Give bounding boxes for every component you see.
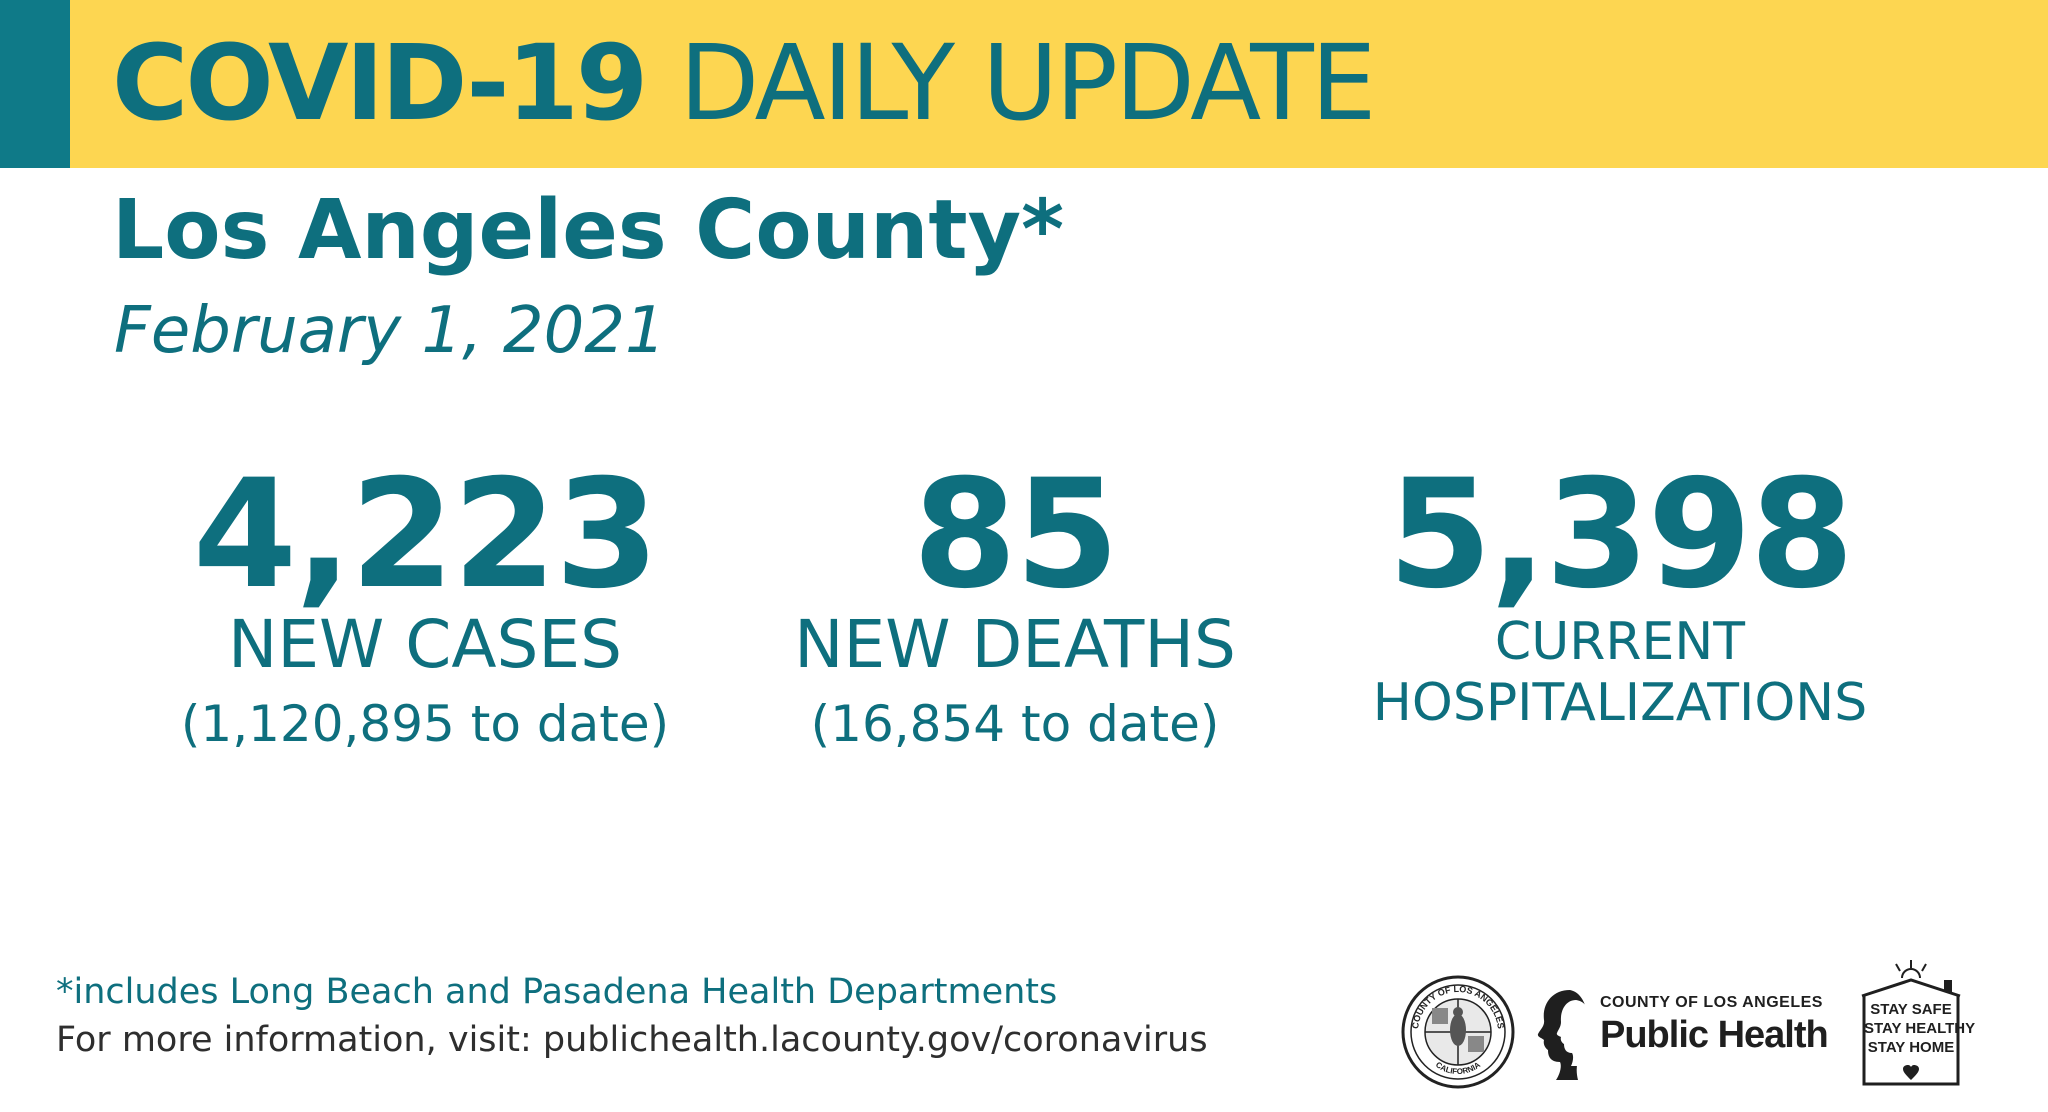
hospitalizations-value: 5,398 [1387,448,1854,622]
new-deaths-value: 85 [912,448,1120,622]
more-info-text: For more information, visit: publichealt… [56,1020,1208,1060]
hospitalizations-stat: 5,398 CURRENT HOSPITALIZATIONS [1330,460,1910,732]
stay-safe-line3: STAY HOME [1867,1039,1955,1056]
title-banner: COVID-19 DAILY UPDATE [0,0,2048,168]
public-health-logo: COUNTY OF LOS ANGELES Public Health [1530,982,1830,1082]
stay-safe-line2: STAY HEALTHY [1864,1020,1976,1037]
county-seal-icon: COUNTY OF LOS ANGELES CALIFORNIA [1400,974,1516,1090]
stay-safe-text: STAY SAFE STAY HEALTHY STAY HOME [1864,1000,1976,1057]
banner-title-strong: COVID-19 [112,22,648,144]
deaths-to-date: (16,854 to date) [810,695,1220,754]
footnote: *includes Long Beach and Pasadena Health… [56,972,1058,1012]
banner-accent-bar [0,0,70,168]
banner-title-light: DAILY UPDATE [679,22,1376,144]
stay-safe-logo: STAY SAFE STAY HEALTHY STAY HOME [1856,958,1976,1088]
new-cases-label: NEW CASES [227,606,623,683]
new-deaths-label: NEW DEATHS [794,606,1236,683]
hospitalizations-label-line1: CURRENT [1494,612,1746,672]
cases-to-date: (1,120,895 to date) [180,695,670,754]
new-deaths-stat: 85 NEW DEATHS (16,854 to date) [745,460,1285,752]
county-heading: Los Angeles County* [112,183,1064,278]
banner-title: COVID-19 DAILY UPDATE [112,18,1376,148]
public-health-heads-icon [1537,990,1593,1080]
new-cases-stat: 4,223 NEW CASES (1,120,895 to date) [140,460,710,752]
new-cases-value: 4,223 [192,448,659,622]
house-heart-icon [1861,960,1961,1086]
report-date: February 1, 2021 [114,294,666,368]
public-health-big-text: Public Health [1600,1014,1829,1056]
hospitalizations-label-line2: HOSPITALIZATIONS [1372,673,1868,734]
stay-safe-line1: STAY SAFE [1870,1001,1952,1018]
public-health-small-text: COUNTY OF LOS ANGELES [1600,994,1823,1011]
